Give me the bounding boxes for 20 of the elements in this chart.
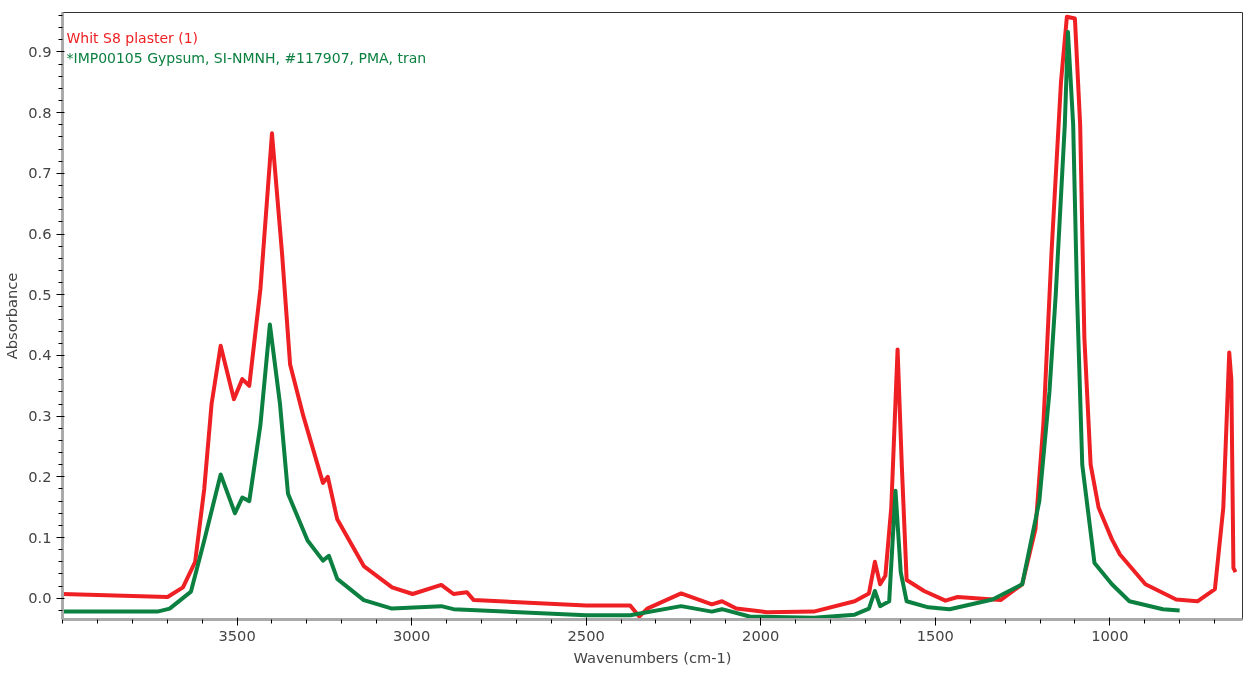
y-tick-label: 0.1 <box>28 528 52 546</box>
y-tick-label: 0.2 <box>28 467 52 485</box>
x-tick-label: 1500 <box>916 626 954 644</box>
x-axis-title: Wavenumbers (cm-1) <box>573 648 732 666</box>
y-tick-label: 0.3 <box>28 407 52 425</box>
y-axis-title: Absorbance <box>3 272 21 360</box>
x-tick-label: 1000 <box>1091 626 1129 644</box>
y-tick-label: 0.9 <box>28 42 52 60</box>
x-tick-label: 2000 <box>742 626 780 644</box>
y-tick-label: 0.0 <box>28 589 52 607</box>
x-tick-label: 2500 <box>567 626 605 644</box>
x-tick-label: 3000 <box>392 626 431 644</box>
y-tick-label: 0.4 <box>28 346 52 364</box>
y-tick-label: 0.5 <box>28 285 52 303</box>
y-tick-label: 0.8 <box>28 103 52 121</box>
y-tick-label: 0.7 <box>28 164 52 182</box>
text: *IMP00105 Gypsum, SI-NMNH, #117907, PMA, tran <box>66 49 427 66</box>
y-tick-label: 0.6 <box>28 225 52 243</box>
x-tick-label: 3500 <box>218 626 256 644</box>
text: Whit S8 plaster (1) <box>66 29 199 46</box>
